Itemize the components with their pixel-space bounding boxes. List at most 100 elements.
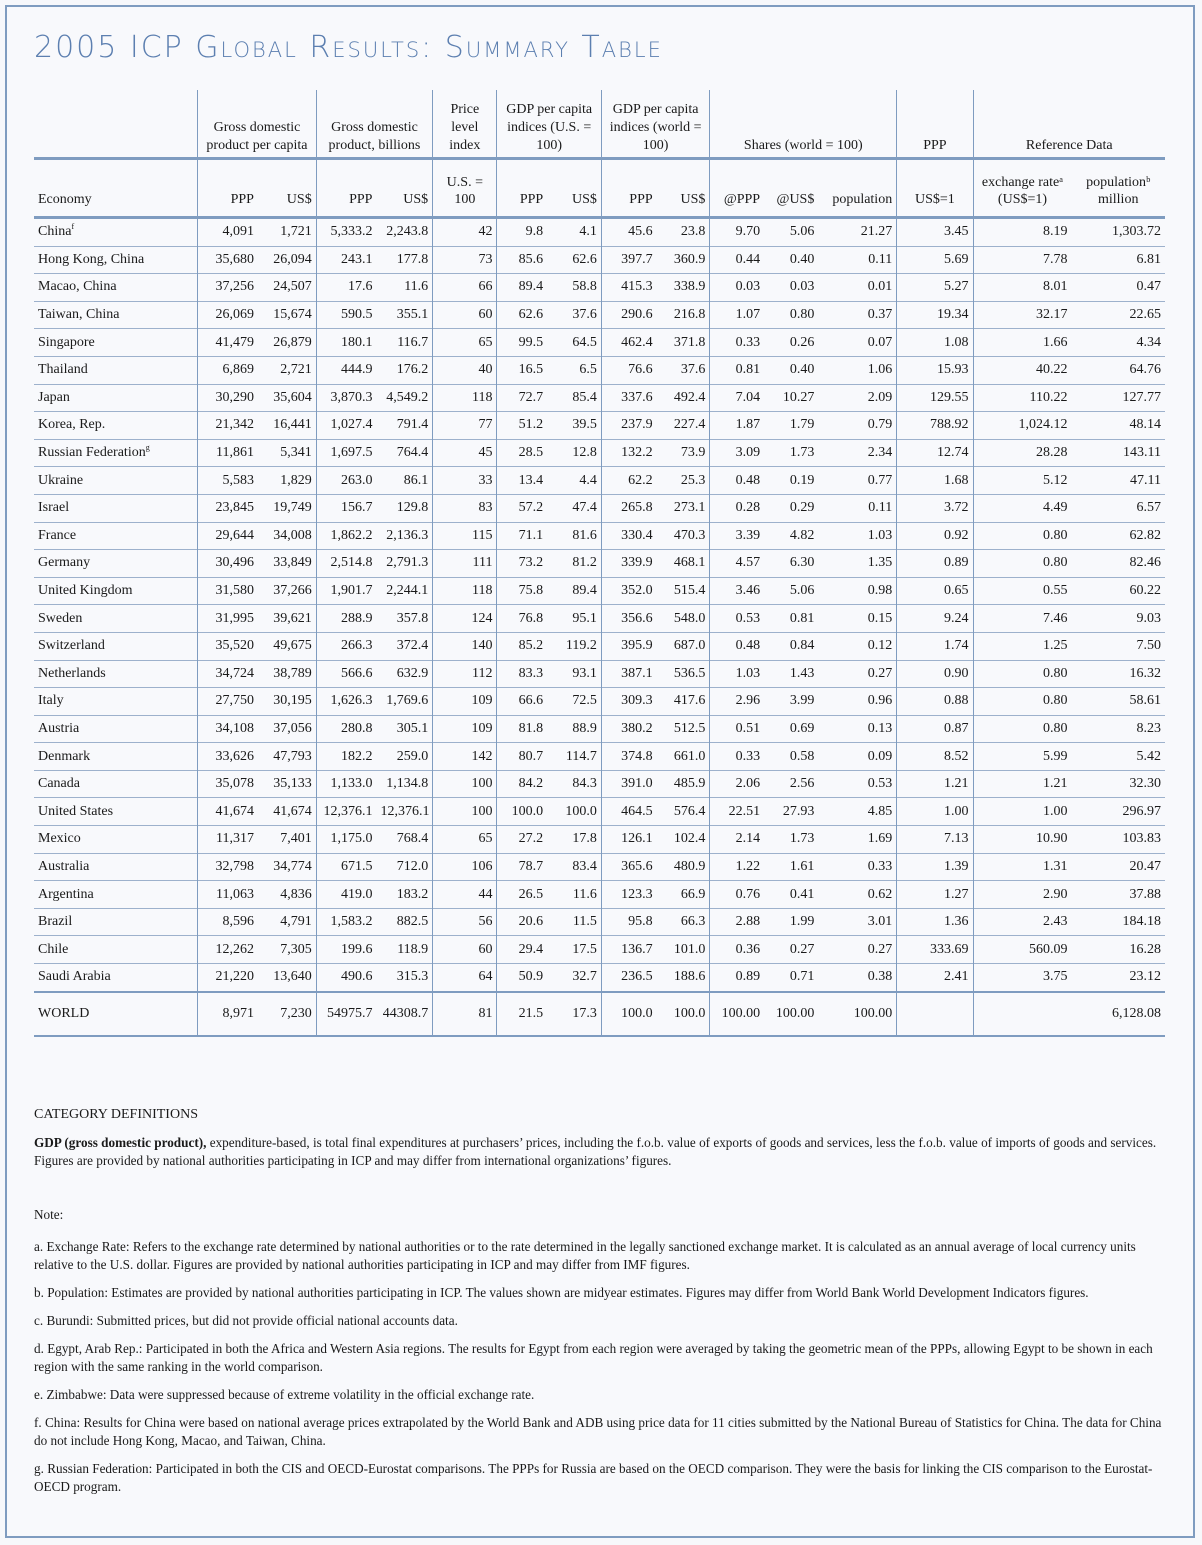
value-cell: 288.9 <box>315 604 377 633</box>
value-cell: 1,862.2 <box>315 521 377 550</box>
value-cell: 11.5 <box>547 907 602 936</box>
value-cell: 183.2 <box>376 880 433 909</box>
value-cell: 71.1 <box>496 521 548 550</box>
value-cell: 8.19 <box>972 216 1072 247</box>
group-header-row: Gross domestic product per capita Gross … <box>34 90 1165 159</box>
value-cell: 89.4 <box>547 576 602 605</box>
value-cell: 114.7 <box>547 742 602 771</box>
group-header: PPP <box>896 90 974 159</box>
value-cell: 2.96 <box>709 687 765 716</box>
economy-cell: Switzerland <box>34 631 198 660</box>
value-cell: 0.11 <box>818 245 897 274</box>
value-cell: 237.9 <box>600 411 657 440</box>
value-cell: 12,376.1 <box>376 797 433 826</box>
value-cell: 1.66 <box>972 328 1072 357</box>
value-cell: 47,793 <box>257 742 317 771</box>
value-cell: 7.04 <box>709 383 765 412</box>
value-cell: 35,078 <box>197 769 258 798</box>
table-row: Taiwan, China 26,069 15,674 590.5 355.1 60 62.… <box>34 300 1165 329</box>
value-cell: 273.1 <box>656 493 710 523</box>
page-title: 2005 ICP Global Results: Summary Table <box>34 30 663 65</box>
value-cell: 576.4 <box>656 797 710 826</box>
value-cell: 512.5 <box>656 714 710 743</box>
table-row: Canada 35,078 35,133 1,133.0 1,134.8 100 84.2 8… <box>34 769 1165 798</box>
value-cell: 19.34 <box>896 300 974 329</box>
value-cell: 0.01 <box>818 273 897 302</box>
value-cell: 10.90 <box>972 825 1072 854</box>
value-cell: 23,845 <box>197 493 258 523</box>
value-cell: 100.00 <box>709 990 765 1037</box>
note-item: c. Burundi: Submitted prices, but did no… <box>34 1313 458 1328</box>
value-cell: 123.3 <box>600 880 657 909</box>
value-cell: 58.8 <box>547 273 602 302</box>
value-cell: 315.3 <box>376 963 433 992</box>
value-cell: 1.27 <box>896 880 974 909</box>
value-cell: 47.4 <box>547 493 602 523</box>
value-cell: 38,789 <box>257 659 317 688</box>
value-cell: 391.0 <box>600 769 657 798</box>
value-cell: 35,133 <box>257 769 317 798</box>
value-cell: 0.37 <box>818 300 897 329</box>
table-row: Germany 30,496 33,849 2,514.8 2,791.3 111 73.2… <box>34 549 1165 578</box>
value-cell: 0.92 <box>896 521 974 550</box>
value-cell: 357.8 <box>376 604 433 633</box>
value-cell: 188.6 <box>656 963 710 992</box>
economy-cell: Sweden <box>34 604 198 633</box>
economy-name: China <box>38 224 72 240</box>
value-cell: 40.22 <box>972 355 1072 385</box>
value-cell: 3.39 <box>709 521 765 550</box>
value-cell: 124 <box>432 604 497 633</box>
value-cell: 5,583 <box>197 466 258 495</box>
value-cell: 60 <box>432 935 497 964</box>
column-header: population <box>818 157 897 218</box>
value-cell: 31,995 <box>197 604 258 633</box>
value-cell: 6.81 <box>1071 245 1165 274</box>
value-cell: 73 <box>432 245 497 274</box>
table-row: Mexico 11,317 7,401 1,175.0 768.4 65 27.2 17.8 1… <box>34 825 1165 854</box>
value-cell: 100.0 <box>547 797 602 826</box>
value-cell: 13,640 <box>257 963 317 992</box>
value-cell: 0.28 <box>709 493 765 523</box>
value-cell: 2.56 <box>764 769 819 798</box>
value-cell: 156.7 <box>315 493 377 523</box>
value-cell: 1,134.8 <box>376 769 433 798</box>
table-row: Israel 23,845 19,749 156.7 129.8 83 57.2 47.4 26… <box>34 493 1165 523</box>
group-header: Price level index <box>432 90 497 159</box>
value-cell: 84.3 <box>547 769 602 798</box>
economy-cell: Thailand <box>34 355 198 385</box>
value-cell: 62.6 <box>496 300 548 329</box>
value-cell: 30,195 <box>257 687 317 716</box>
value-cell: 0.33 <box>709 328 765 357</box>
value-cell: 419.0 <box>315 880 377 909</box>
value-cell: 1.43 <box>764 659 819 688</box>
value-cell: 10.27 <box>764 383 819 412</box>
value-cell: 0.98 <box>818 576 897 605</box>
value-cell: 3.99 <box>764 687 819 716</box>
value-cell: 65 <box>432 328 497 357</box>
value-cell: 83 <box>432 493 497 523</box>
value-cell: 7,401 <box>257 825 317 854</box>
value-cell: 0.65 <box>896 576 974 605</box>
economy-cell: Macao, China <box>34 273 198 302</box>
value-cell: 41,674 <box>197 797 258 826</box>
value-cell: 72.5 <box>547 687 602 716</box>
economy-cell: Russian Federationg <box>34 438 198 467</box>
value-cell: 100.00 <box>818 990 897 1037</box>
value-cell: 17.8 <box>547 825 602 854</box>
column-header: PPP <box>600 157 657 218</box>
value-cell: 64 <box>432 963 497 992</box>
value-cell: 11.6 <box>547 880 602 909</box>
value-cell: 2,514.8 <box>315 549 377 578</box>
value-cell: 27.2 <box>496 825 548 854</box>
value-cell: 3.45 <box>896 216 974 247</box>
value-cell: 126.1 <box>600 825 657 854</box>
value-cell: 119.2 <box>547 631 602 660</box>
value-cell: 62.6 <box>547 245 602 274</box>
value-cell: 0.27 <box>764 935 819 964</box>
value-cell: 34,774 <box>257 852 317 881</box>
value-cell: 132.2 <box>600 438 657 467</box>
value-cell: 1.36 <box>896 907 974 936</box>
value-cell: 415.3 <box>600 273 657 302</box>
column-header: US$=1 <box>896 157 974 218</box>
value-cell: 1.99 <box>764 907 819 936</box>
